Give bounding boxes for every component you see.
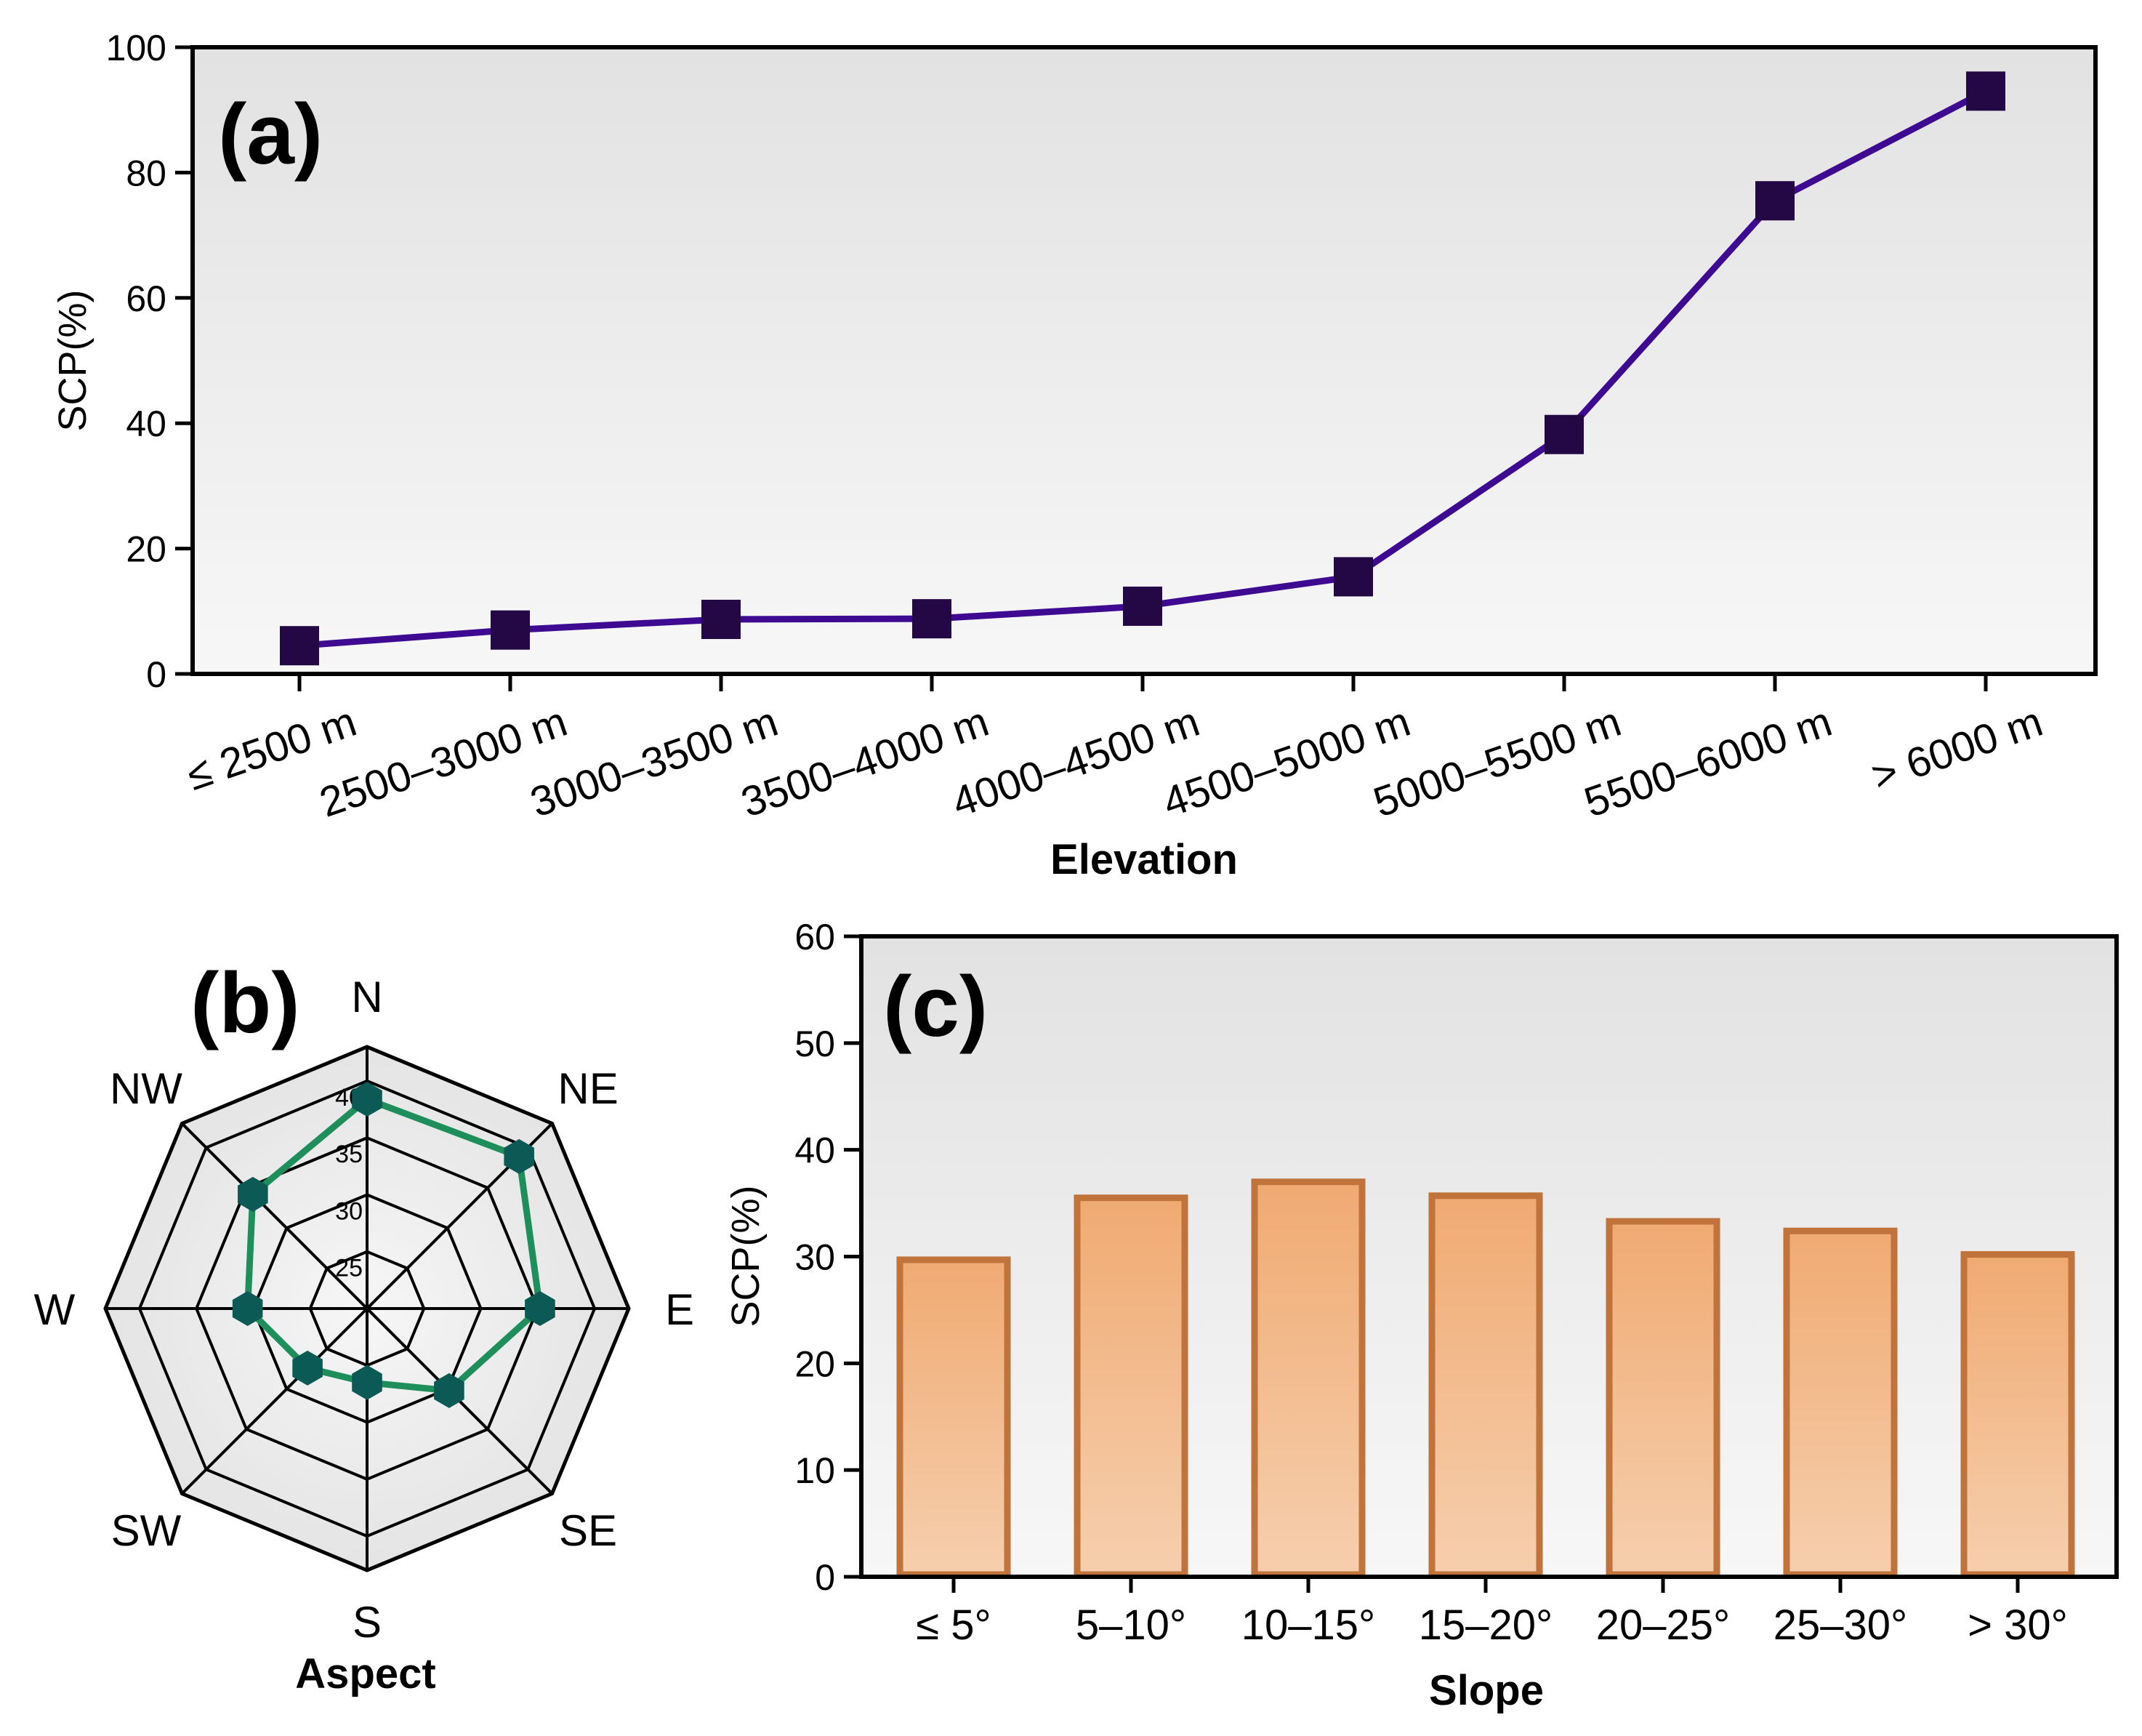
- direction-label: E: [665, 1285, 694, 1334]
- y-tick-label: 50: [794, 1024, 835, 1064]
- panel-label: (c): [883, 959, 988, 1055]
- y-tick-label: 0: [146, 654, 166, 695]
- direction-label: N: [351, 973, 382, 1021]
- data-point: [912, 599, 951, 639]
- data-point: [352, 1082, 382, 1117]
- y-tick-label: 20: [126, 529, 166, 570]
- bar: [896, 1256, 1011, 1578]
- y-axis: 0 20 40 60 80 100: [106, 28, 193, 695]
- x-tick-label: 20–25°: [1596, 1602, 1730, 1649]
- series-line: [280, 71, 2005, 666]
- data-point: [1123, 586, 1162, 626]
- y-axis: 0 10 20 30 40 50 60: [794, 917, 861, 1598]
- data-point: [1966, 71, 2005, 111]
- x-tick-label: ≤ 5°: [916, 1602, 991, 1649]
- data-point: [525, 1291, 555, 1326]
- y-tick-label: 100: [106, 28, 166, 68]
- y-axis-title: SCP(%): [724, 1185, 768, 1327]
- bar: [1783, 1227, 1898, 1578]
- x-tick-label: 15–20°: [1419, 1602, 1553, 1649]
- data-point: [232, 1291, 263, 1326]
- x-tick-label: > 30°: [1968, 1602, 2068, 1649]
- direction-label: NE: [557, 1064, 618, 1113]
- y-tick-label: 20: [794, 1343, 835, 1384]
- y-axis-title: SCP(%): [51, 289, 94, 431]
- data-point: [238, 1176, 268, 1212]
- direction-label: NW: [110, 1064, 182, 1113]
- y-tick-label: 80: [126, 153, 166, 193]
- panel-label: (b): [190, 955, 300, 1051]
- data-point: [1755, 181, 1795, 221]
- data-point: [434, 1373, 464, 1408]
- direction-label: W: [34, 1285, 76, 1334]
- data-point: [1545, 414, 1584, 454]
- plot-frame: [859, 934, 2119, 1579]
- y-tick-label: 40: [794, 1130, 835, 1171]
- x-tick-label: 5–10°: [1076, 1602, 1186, 1649]
- data-point: [1334, 557, 1373, 597]
- radar-spoke: [181, 1307, 369, 1495]
- direction-label: S: [353, 1598, 382, 1647]
- bar: [1251, 1178, 1366, 1578]
- y-tick-label: 60: [126, 278, 166, 319]
- bar: [1960, 1251, 2075, 1578]
- y-tick-label: 0: [815, 1557, 835, 1598]
- panel-label: (a): [218, 87, 323, 182]
- ring-label: 30: [335, 1197, 363, 1225]
- bar: [1428, 1192, 1543, 1578]
- radar-series: [232, 1082, 555, 1408]
- bar: [1074, 1194, 1188, 1578]
- x-axis: ≤ 5° 5–10° 10–15° 15–20° 20–25° 25–30° > 30°: [916, 1577, 2068, 1649]
- direction-label: SE: [559, 1506, 617, 1555]
- y-tick-label: 60: [794, 917, 835, 957]
- data-point: [504, 1138, 534, 1174]
- x-axis-title: Aspect: [295, 1650, 435, 1697]
- x-tick-label: 25–30°: [1773, 1602, 1907, 1649]
- x-tick-label: 10–15°: [1241, 1602, 1375, 1649]
- slope-bar-chart: 0 10 20 30 40 50 60 ≤ 5° 5–10° 10–15° 15–20° 20–25…: [724, 917, 2119, 1714]
- x-axis-title: Elevation: [1050, 836, 1238, 883]
- y-tick-label: 10: [794, 1450, 835, 1491]
- data-point: [280, 626, 319, 666]
- y-tick-label: 40: [126, 403, 166, 444]
- radar-spoke: [181, 1122, 369, 1310]
- x-axis-title: Slope: [1429, 1667, 1544, 1714]
- data-point: [701, 600, 741, 640]
- data-point: [292, 1350, 323, 1386]
- data-point: [491, 610, 530, 650]
- ring-label: 35: [335, 1141, 363, 1168]
- bars: [896, 1178, 2075, 1578]
- x-tick-label: > 6000 m: [1866, 698, 2048, 800]
- y-tick-label: 30: [794, 1237, 835, 1278]
- plot-frame: [190, 45, 2098, 676]
- plot-area: [193, 47, 2095, 674]
- direction-label: SW: [111, 1506, 182, 1555]
- bar: [1606, 1218, 1720, 1578]
- data-point: [352, 1365, 382, 1400]
- ring-label: 25: [335, 1255, 363, 1282]
